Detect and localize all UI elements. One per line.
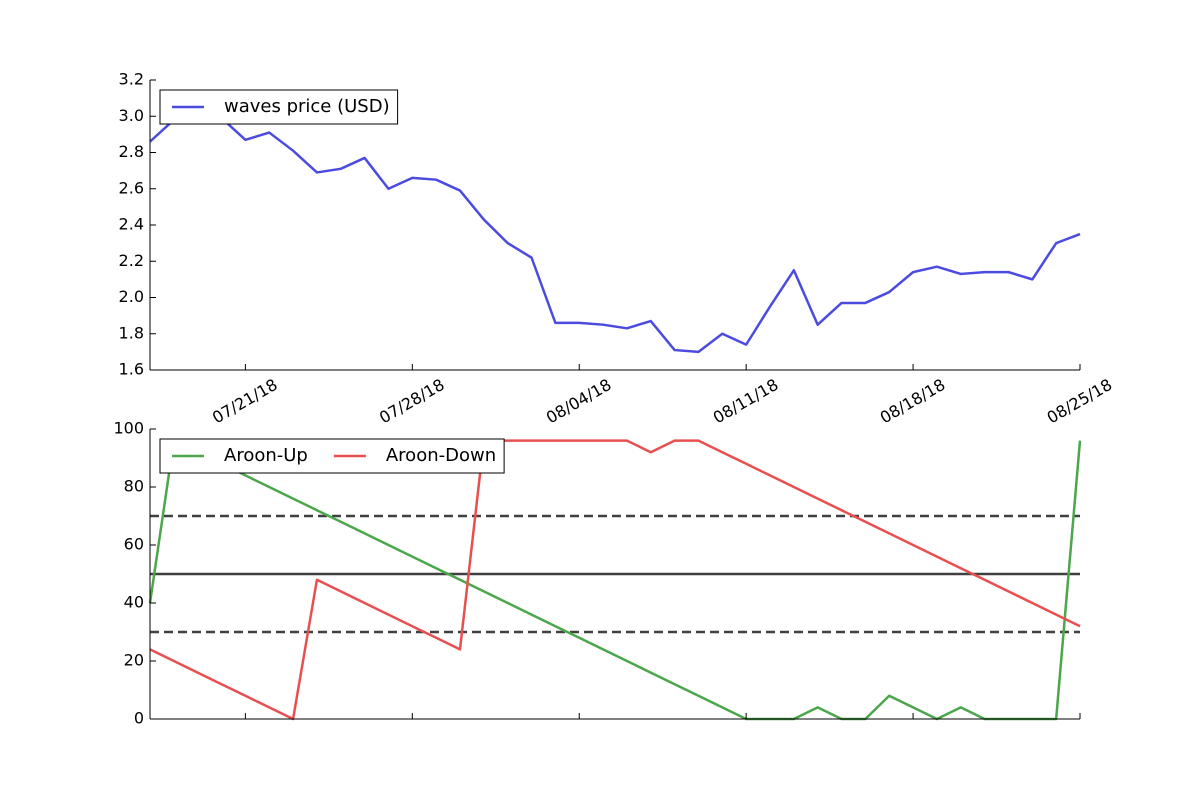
series-line <box>149 439 1081 721</box>
legend-box <box>159 438 505 474</box>
y-tick-label: 3.0 <box>119 106 144 125</box>
y-tick-label: 1.8 <box>119 323 144 342</box>
y-tick-label: 3.2 <box>119 70 144 89</box>
series-line <box>148 439 1082 721</box>
y-tick-label: 60 <box>124 535 144 554</box>
legend-label: Aroon-Down <box>386 445 496 466</box>
legend: waves price (USD) <box>159 89 399 125</box>
series-line <box>149 111 1081 354</box>
legend: Aroon-Up Aroon-Down <box>159 438 505 474</box>
legend-label: waves price (USD) <box>224 96 390 117</box>
y-tick-label: 2.4 <box>119 215 144 234</box>
y-tick-label: 100 <box>113 419 144 438</box>
legend-label: Aroon-Up <box>224 445 308 466</box>
y-tick-label: 2.6 <box>119 178 144 197</box>
y-tick-label: 40 <box>124 593 144 612</box>
y-tick-label: 0 <box>134 709 144 728</box>
y-tick-label: 20 <box>124 651 144 670</box>
y-tick-label: 1.6 <box>119 360 144 379</box>
y-tick-label: 80 <box>124 477 144 496</box>
y-tick-label: 2.0 <box>119 287 144 306</box>
y-tick-label: 2.8 <box>119 142 144 161</box>
y-tick-label: 2.2 <box>119 251 144 270</box>
